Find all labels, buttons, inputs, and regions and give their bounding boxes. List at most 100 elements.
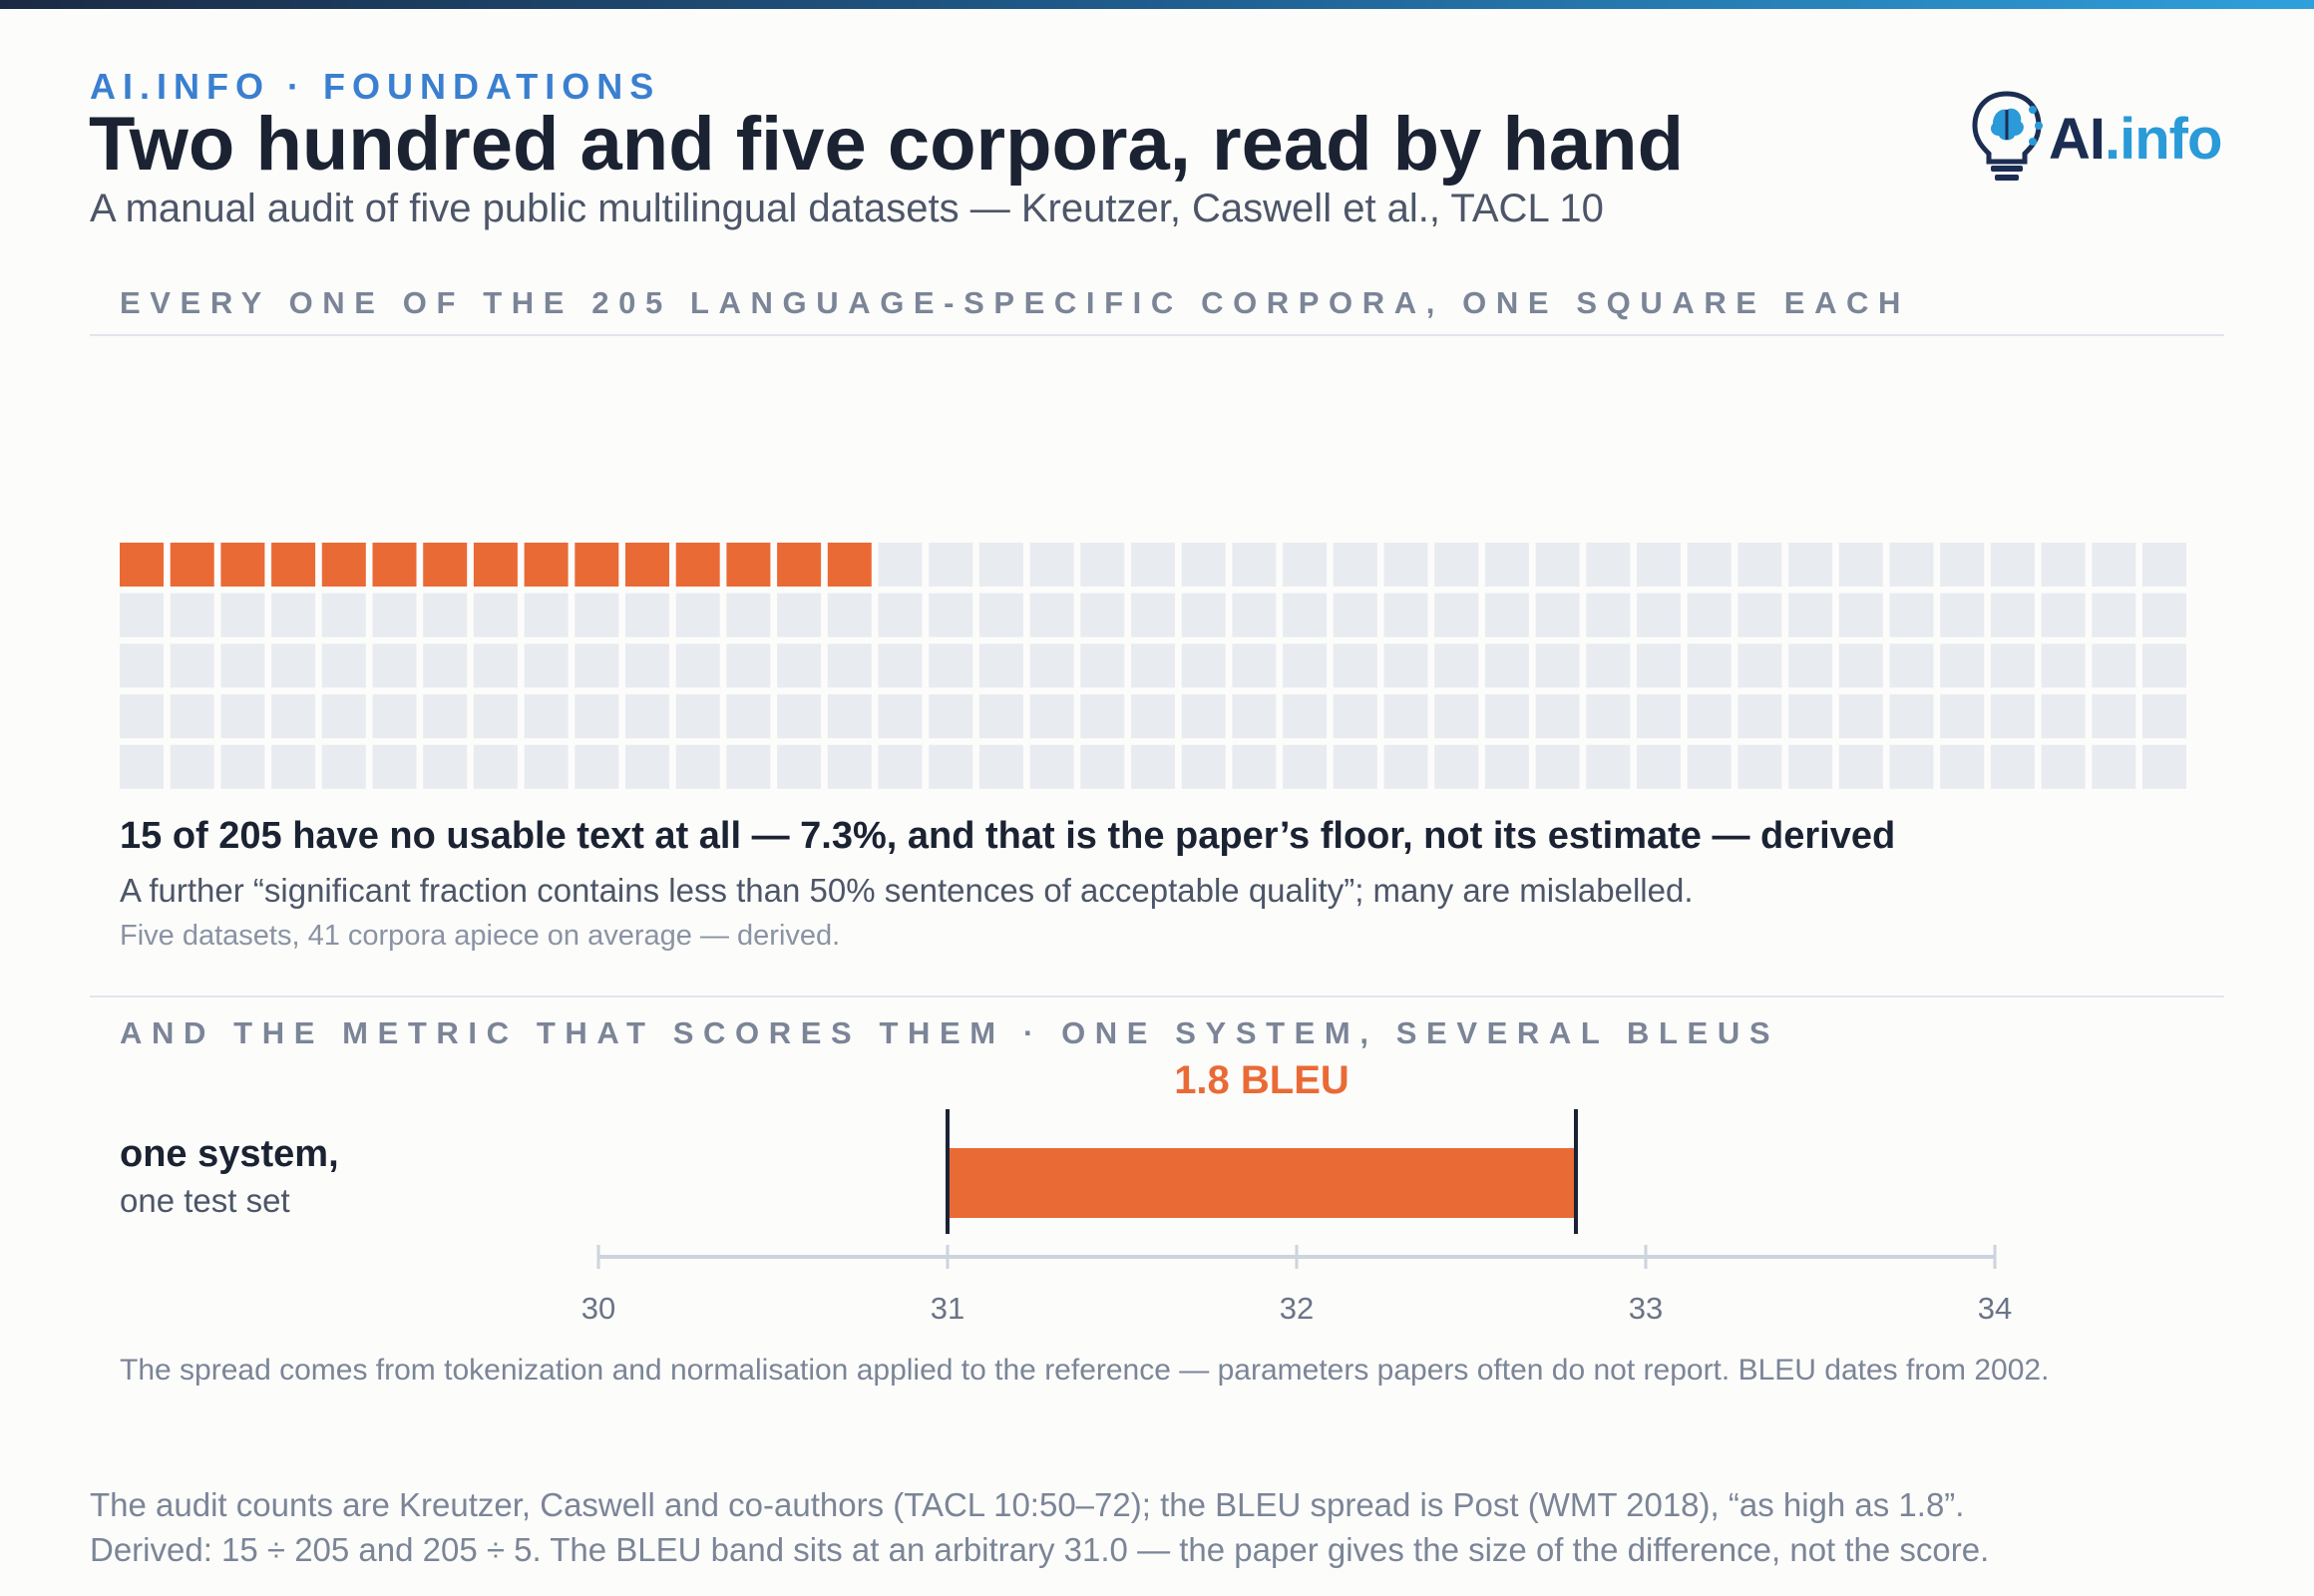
waffle-square [170,744,214,789]
waffle-square [1586,643,1631,688]
waffle-square [1535,744,1580,789]
waffle-square [1940,643,1985,688]
waffle-square [1434,744,1479,789]
waffle-square [2041,543,2086,587]
waffle-square-no-usable-text [120,543,164,587]
waffle-square [1637,744,1681,789]
waffle-square [1131,694,1175,739]
waffle-square [1687,694,1732,739]
waffle-square-no-usable-text [575,543,619,587]
waffle-square [625,694,669,739]
waffle-square [929,744,973,789]
waffle-square [2092,543,2136,587]
waffle-square [524,694,569,739]
waffle-square [1434,543,1479,587]
waffle-square [1838,593,1883,637]
waffle-square [1434,694,1479,739]
waffle-square [1383,744,1428,789]
waffle-square [1333,694,1377,739]
waffle-square [878,744,923,789]
waffle-square [1131,543,1175,587]
waffle-square [1383,593,1428,637]
waffle-square [2041,643,2086,688]
waffle-square [1586,744,1631,789]
band-value-label: 1.8 BLEU [1174,1058,1350,1102]
waffle-square [978,744,1023,789]
waffle-square [1788,744,1833,789]
corpora-waffle-chart [120,543,2186,789]
ai-info-logo[interactable]: AI.info [1969,88,2228,184]
waffle-square [1737,593,1782,637]
waffle-square [423,593,468,637]
waffle-square [1788,694,1833,739]
waffle-square [1838,744,1883,789]
waffle-square [1940,744,1985,789]
waffle-square [2041,744,2086,789]
waffle-square [220,744,265,789]
x-tick-label: 33 [1629,1291,1663,1326]
waffle-square [827,744,872,789]
source-note-line-1: The audit counts are Kreutzer, Caswell a… [90,1486,1965,1523]
waffle-square [1283,643,1328,688]
waffle-square [473,694,518,739]
waffle-square [1080,744,1125,789]
waffle-square [220,694,265,739]
x-tick-label: 34 [1978,1291,2012,1326]
waffle-square [1283,694,1328,739]
waffle-square [1181,593,1226,637]
waffle-square [929,593,973,637]
waffle-square [777,643,822,688]
waffle-square [271,694,316,739]
waffle-square [524,744,569,789]
waffle-square [625,593,669,637]
waffle-square [220,643,265,688]
waffle-square [1737,643,1782,688]
waffle-square-no-usable-text [423,543,468,587]
waffle-finding-note: Five datasets, 41 corpora apiece on aver… [120,920,841,952]
waffle-square [524,593,569,637]
waffle-square [878,593,923,637]
waffle-square [1181,694,1226,739]
waffle-square [1940,543,1985,587]
waffle-square [1838,543,1883,587]
waffle-square [1687,643,1732,688]
waffle-square [1131,744,1175,789]
waffle-square [1383,543,1428,587]
waffle-square [625,744,669,789]
waffle-square [1232,593,1277,637]
waffle-square [1788,643,1833,688]
waffle-square [170,593,214,637]
bleu-section-label: AND THE METRIC THAT SCORES THEM · ONE SY… [120,1015,1780,1050]
page-title: Two hundred and five corpora, read by ha… [89,102,1685,187]
waffle-square [1535,593,1580,637]
waffle-square [1889,643,1934,688]
waffle-square [120,694,164,739]
waffle-square [2092,744,2136,789]
waffle-square [1535,543,1580,587]
waffle-square [1637,694,1681,739]
waffle-square [473,643,518,688]
waffle-square [675,593,720,637]
waffle-square [1131,643,1175,688]
waffle-square [1029,593,1074,637]
waffle-square [120,593,164,637]
waffle-square [1788,593,1833,637]
waffle-square [372,643,417,688]
waffle-square-no-usable-text [726,543,771,587]
waffle-square [1586,593,1631,637]
waffle-square-no-usable-text [777,543,822,587]
logo-ai: AI [2049,107,2106,172]
waffle-square [473,744,518,789]
waffle-square [170,694,214,739]
waffle-square [423,694,468,739]
lightbulb-brain-icon [1972,91,2043,181]
top-accent-bar [0,0,2314,9]
section-divider [90,996,2224,998]
x-tick-label: 32 [1280,1291,1314,1326]
waffle-square [423,643,468,688]
waffle-square [777,744,822,789]
waffle-square [1232,643,1277,688]
waffle-square [2092,643,2136,688]
waffle-square [575,593,619,637]
waffle-square [726,593,771,637]
